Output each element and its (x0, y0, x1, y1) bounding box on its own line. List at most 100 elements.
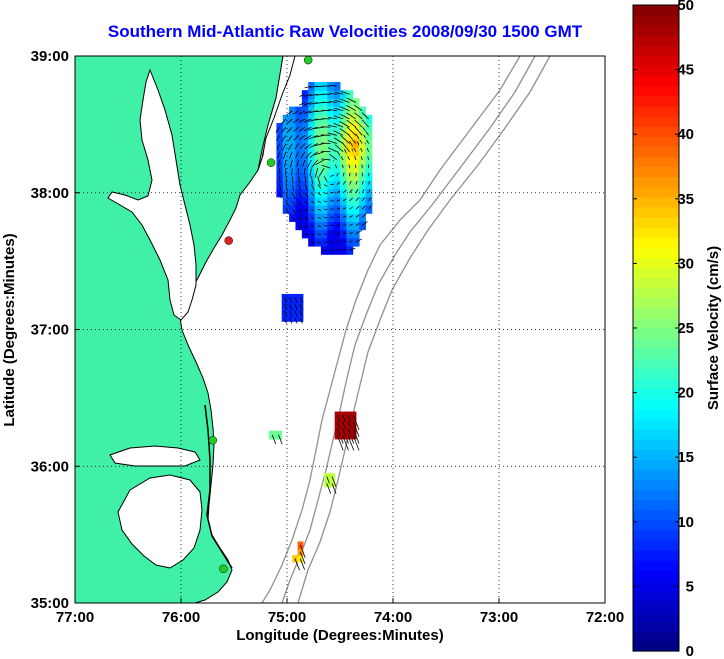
velocity-layer (268, 81, 373, 571)
velocity-vector (286, 118, 293, 125)
y-tick-label: 39:00 (31, 48, 69, 65)
velocity-cell (308, 131, 316, 140)
velocity-cell (333, 90, 341, 99)
colorbar-tick-label: 0 (686, 643, 694, 659)
velocity-vector (315, 159, 325, 166)
bathymetry-contour (297, 56, 551, 603)
velocity-vector (333, 130, 344, 136)
velocity-vector (328, 101, 337, 103)
colorbar-tick-label: 20 (677, 385, 694, 402)
velocity-vector (308, 143, 318, 149)
radar-station-marker (208, 436, 218, 445)
colorbar-segment (633, 459, 679, 470)
velocity-vector (276, 143, 280, 150)
velocity-vector (283, 317, 287, 324)
velocity-vector (308, 134, 318, 140)
velocity-vector (294, 297, 298, 304)
velocity-vector (308, 102, 318, 105)
velocity-cell (327, 164, 335, 173)
velocity-vector (313, 134, 325, 138)
velocity-vector (328, 116, 337, 120)
colorbar-segment (633, 570, 679, 581)
velocity-vector (341, 141, 350, 152)
colorbar-tick-label: 10 (677, 514, 694, 531)
velocity-cell (365, 131, 373, 140)
velocity-vector (303, 168, 306, 176)
velocity-cell (352, 188, 360, 198)
velocity-vector (318, 167, 325, 177)
velocity-vector (302, 159, 306, 167)
velocity-cell (340, 180, 347, 190)
velocity-cell (346, 139, 354, 149)
velocity-cell (301, 114, 309, 124)
velocity-vector (347, 133, 357, 144)
velocity-cell (340, 155, 347, 165)
colorbar-segment (633, 620, 679, 632)
colorbar-segment (633, 509, 679, 521)
colorbar-ticks: 0 5 10 15 20 25 30 35 40 45 50 (633, 0, 694, 659)
velocity-vector (287, 135, 293, 142)
velocity-cell (359, 155, 366, 165)
velocity-cell (340, 147, 347, 157)
velocity-cell (346, 155, 354, 165)
velocity-vector (304, 93, 312, 97)
colorbar-segment (633, 519, 679, 531)
velocity-vector (308, 110, 318, 114)
velocity-cell (333, 147, 341, 157)
velocity-cell (359, 180, 366, 190)
x-tick-label: 75:00 (268, 609, 306, 626)
velocity-cell (327, 155, 335, 165)
colorbar-segment (633, 45, 679, 57)
velocity-cell (333, 106, 341, 116)
velocity-vector (334, 107, 344, 112)
velocity-cell (352, 123, 360, 132)
velocity-cell (352, 106, 360, 116)
velocity-cell (340, 114, 347, 124)
velocity-vector (296, 159, 300, 167)
velocity-cell (308, 123, 316, 132)
velocity-vector (308, 118, 318, 122)
velocity-vector (349, 247, 356, 251)
velocity-cell (289, 114, 296, 124)
colorbar-segment (633, 348, 679, 359)
velocity-cell (327, 98, 335, 108)
x-tick-label: 72:00 (586, 609, 624, 626)
velocity-vector (334, 99, 344, 103)
velocity-cell (333, 155, 341, 165)
colorbar-segment (633, 176, 679, 188)
colorbar-segment (633, 85, 679, 97)
velocity-vector (342, 435, 349, 451)
velocity-vector (290, 159, 293, 168)
velocity-cell (352, 180, 360, 190)
velocity-vector (320, 150, 331, 153)
velocity-vector (294, 310, 298, 317)
delaware-bay (257, 56, 296, 171)
y-tick-label: 38:00 (31, 185, 69, 202)
velocity-vector (331, 476, 337, 487)
velocity-vector (303, 126, 312, 132)
albemarle-sound (109, 445, 201, 467)
velocity-vector (285, 208, 290, 215)
velocity-vector (310, 176, 314, 185)
colorbar-segment (633, 378, 679, 390)
velocity-vector (299, 304, 303, 310)
velocity-vector (298, 126, 306, 132)
velocity-cell (308, 106, 316, 116)
velocity-cell (352, 98, 360, 108)
velocity-cell (352, 139, 360, 149)
velocity-vector (307, 159, 312, 168)
velocity-cell (314, 123, 322, 132)
velocity-cell (327, 106, 335, 116)
velocity-vector (303, 102, 312, 106)
velocity-cell (308, 90, 316, 99)
colorbar-segment (633, 317, 679, 329)
velocity-cell (314, 106, 322, 116)
bathymetry-contour (281, 56, 536, 603)
velocity-vector (279, 184, 282, 191)
velocity-cell (327, 131, 335, 140)
velocity-vector (361, 119, 369, 128)
velocity-cell (320, 139, 328, 149)
velocity-vector (298, 192, 302, 199)
velocity-cell (333, 164, 341, 173)
colorbar-segment (633, 25, 679, 36)
